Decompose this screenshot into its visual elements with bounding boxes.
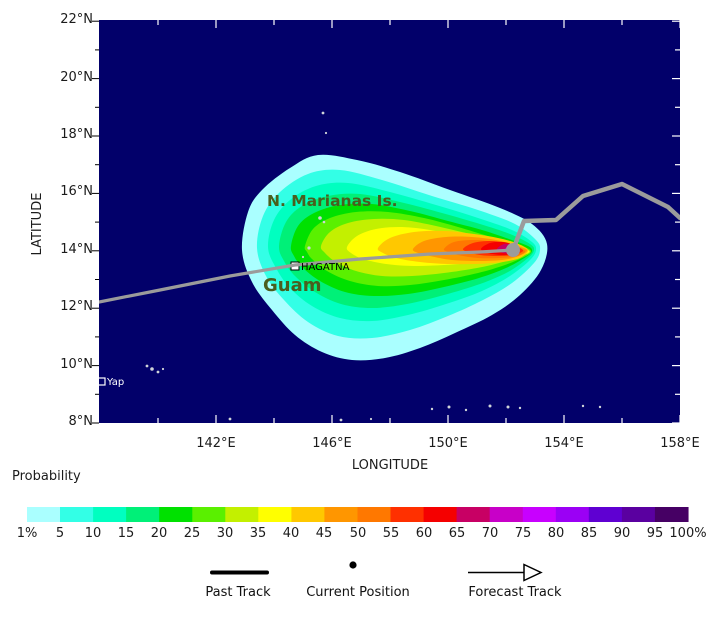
colorbar-segment-25	[192, 507, 226, 522]
island-dot	[150, 367, 154, 371]
island-dot	[145, 364, 149, 368]
colorbar-tick-label-10: 10	[84, 526, 102, 541]
colorbar-segment-45	[324, 507, 359, 522]
lat-tick-label-22: 22°N	[60, 12, 93, 27]
colorbar-tick-label-65: 65	[448, 526, 466, 541]
lat-tick-label-10: 10°N	[60, 357, 93, 372]
lat-tick-label-8: 8°N	[68, 414, 94, 429]
colorbar-tick-label-80: 80	[547, 526, 565, 541]
lat-tick-label-12: 12°N	[60, 299, 93, 314]
colorbar-segment-55	[390, 507, 425, 522]
colorbar-tick-label-40: 40	[282, 526, 300, 541]
colorbar-segment-85	[588, 507, 623, 522]
island-dot	[228, 417, 232, 421]
island-dot	[598, 405, 602, 409]
colorbar-segment-65	[456, 507, 491, 522]
lat-tick-label-14: 14°N	[60, 242, 93, 257]
island-dot	[156, 370, 160, 374]
colorbar-segment-70	[489, 507, 524, 522]
colorbar-tick-label-30: 30	[216, 526, 234, 541]
colorbar-tick-label-1%: 1%	[16, 526, 38, 541]
yap-marker	[99, 377, 106, 386]
island-dot	[369, 417, 373, 421]
colorbar-tick-label-70: 70	[481, 526, 499, 541]
lat-tick-label-20: 20°N	[60, 70, 93, 85]
island-dot	[464, 408, 468, 412]
island-dot	[447, 405, 451, 409]
label-hagatna: HAGATNA	[301, 262, 350, 273]
island-dot	[581, 404, 585, 408]
colorbar-tick-label-20: 20	[150, 526, 168, 541]
colorbar-segment-30	[225, 507, 259, 522]
legend-past-track-label: Past Track	[205, 585, 271, 600]
lon-tick-label-142: 142°E	[196, 436, 236, 451]
axis-ticks	[92, 20, 681, 424]
colorbar-tick-label-75: 75	[514, 526, 532, 541]
island-dot	[324, 131, 328, 135]
island-dot	[339, 418, 343, 422]
label-yap: Yap	[107, 377, 125, 388]
colorbar-tick-label-35: 35	[249, 526, 267, 541]
lat-tick-label-18: 18°N	[60, 127, 93, 142]
lon-tick-label-150: 150°E	[428, 436, 468, 451]
colorbar-segment-60	[423, 507, 458, 522]
island-dot	[322, 220, 326, 224]
label-n-marianas: N. Marianas Is.	[267, 192, 398, 210]
colorbar-tick-label-25: 25	[183, 526, 201, 541]
colorbar-tick-label-55: 55	[382, 526, 400, 541]
colorbar-segment-80	[555, 507, 590, 522]
lat-tick-label-16: 16°N	[60, 184, 93, 199]
colorbar-title: Probability	[12, 469, 81, 484]
y-axis-title: LATITUDE	[30, 192, 45, 256]
colorbar-segment-5	[60, 507, 94, 522]
colorbar-segment-35	[258, 507, 292, 522]
lon-tick-label-158: 158°E	[660, 436, 700, 451]
forecast-track-line	[510, 181, 680, 253]
colorbar-tick-label-15: 15	[117, 526, 135, 541]
island-dot	[321, 111, 325, 115]
island-dot	[430, 407, 434, 411]
lon-tick-label-154: 154°E	[544, 436, 584, 451]
colorbar-tick-label-90: 90	[613, 526, 631, 541]
island-dot	[318, 216, 322, 220]
colorbar-segment-50	[357, 507, 392, 522]
label-guam: Guam	[263, 275, 322, 296]
colorbar-tick-label-95: 95	[646, 526, 664, 541]
colorbar-segment-40	[291, 507, 326, 522]
island-dot	[301, 255, 305, 259]
colorbar-tick-label-100%: 100%	[669, 526, 707, 541]
colorbar-segment-15	[126, 507, 160, 522]
colorbar-tick-label-85: 85	[580, 526, 598, 541]
colorbar-segment-90	[621, 507, 656, 522]
lon-tick-label-146: 146°E	[312, 436, 352, 451]
past-track-line	[99, 248, 515, 304]
island-dot	[161, 367, 165, 371]
colorbar-tick-label-50: 50	[349, 526, 367, 541]
island-dot	[518, 406, 522, 410]
island-dot	[307, 246, 311, 250]
x-axis-title: LONGITUDE	[351, 458, 429, 473]
legend-current-position-dot	[349, 561, 357, 569]
current-position-dot	[506, 243, 520, 257]
map-content	[99, 111, 680, 422]
legend-forecast-arrowhead-icon	[523, 563, 543, 582]
colorbar-tick-label-5: 5	[55, 526, 65, 541]
island-dot	[506, 405, 510, 409]
island-dot	[488, 404, 492, 408]
legend-current-position-label: Current Position	[306, 585, 410, 600]
colorbar	[27, 507, 689, 522]
colorbar-segment-10	[93, 507, 127, 522]
colorbar-tick-label-45: 45	[315, 526, 333, 541]
colorbar-segment-95	[654, 507, 689, 522]
legend-graphics	[210, 561, 543, 582]
colorbar-segment-20	[159, 507, 193, 522]
legend-forecast-track-label: Forecast Track	[468, 585, 562, 600]
colorbar-segment-75	[522, 507, 557, 522]
colorbar-tick-label-60: 60	[415, 526, 433, 541]
colorbar-segment-1%	[27, 507, 61, 522]
